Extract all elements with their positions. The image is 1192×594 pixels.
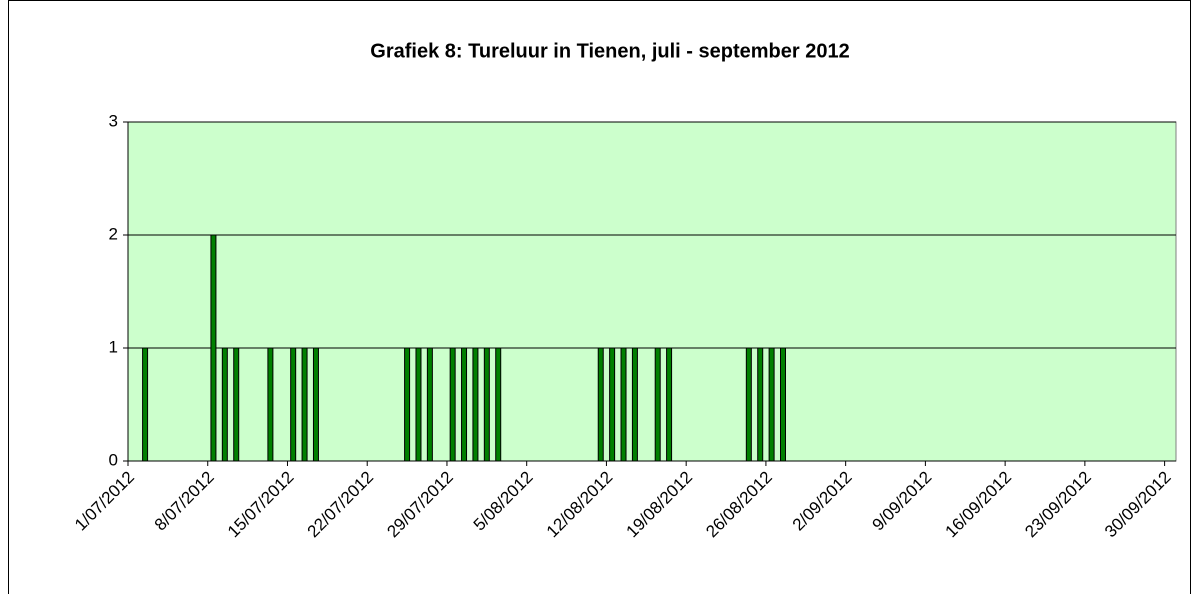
bar xyxy=(221,347,228,462)
bar xyxy=(666,347,673,462)
bar xyxy=(495,347,502,462)
bar xyxy=(620,347,627,462)
y-tick-label: 2 xyxy=(109,224,118,243)
bar xyxy=(768,347,775,462)
bar xyxy=(483,347,490,462)
bar xyxy=(597,347,604,462)
plot-area xyxy=(127,121,1177,462)
y-tick-label: 3 xyxy=(109,111,118,130)
bar xyxy=(301,347,308,462)
bar xyxy=(461,347,468,462)
bar xyxy=(631,347,638,462)
bar xyxy=(415,347,422,462)
bar xyxy=(142,347,149,462)
bar xyxy=(449,347,456,462)
bar xyxy=(210,234,217,462)
bar xyxy=(312,347,319,462)
bar xyxy=(609,347,616,462)
bar xyxy=(290,347,297,462)
bar xyxy=(426,347,433,462)
bar xyxy=(745,347,752,462)
chart-title: Grafiek 8: Tureluur in Tienen, juli - se… xyxy=(370,40,849,62)
y-tick-label: 0 xyxy=(109,450,118,469)
y-tick-label: 1 xyxy=(109,337,118,356)
bar xyxy=(233,347,240,462)
bar xyxy=(267,347,274,462)
bar xyxy=(472,347,479,462)
bar xyxy=(404,347,411,462)
bar xyxy=(654,347,661,462)
bar xyxy=(780,347,786,462)
bar xyxy=(757,347,764,462)
